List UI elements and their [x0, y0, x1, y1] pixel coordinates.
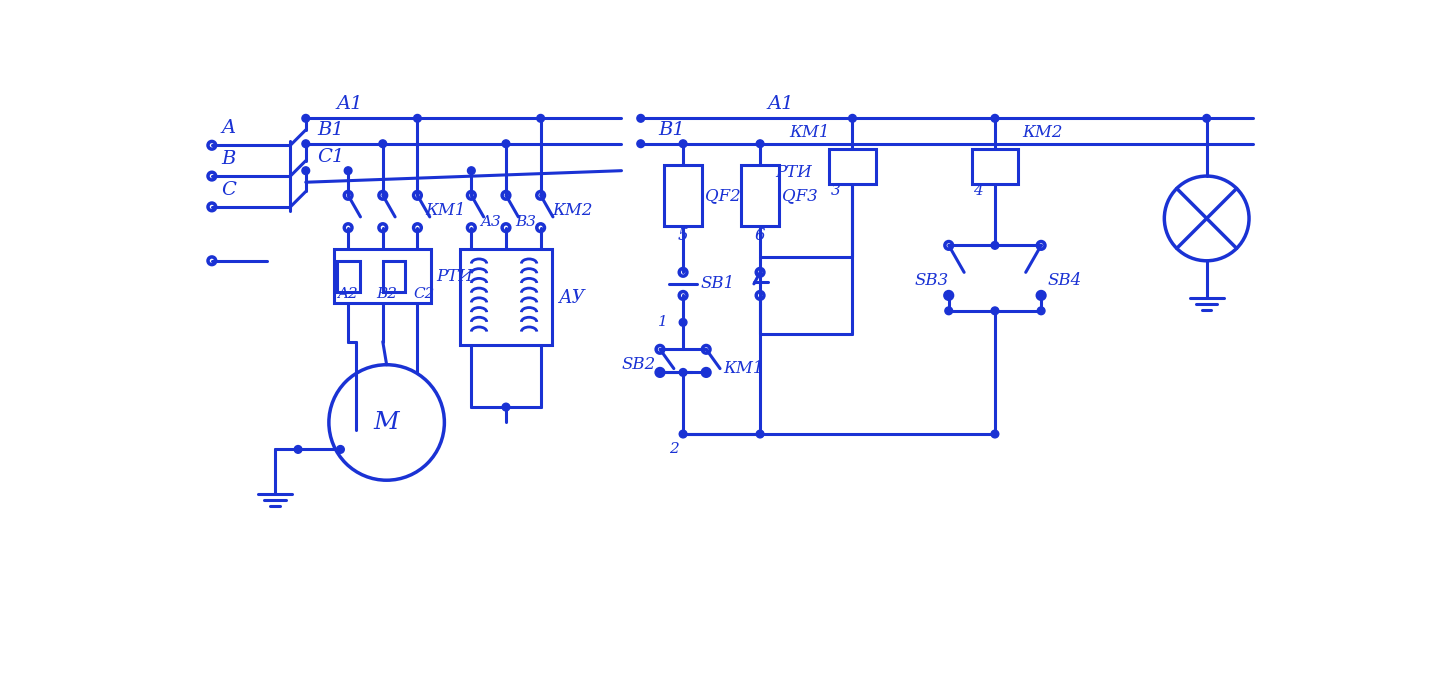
Circle shape	[679, 140, 687, 148]
Text: SB4: SB4	[1047, 271, 1081, 289]
Circle shape	[302, 167, 309, 174]
Circle shape	[756, 140, 763, 148]
Circle shape	[756, 430, 763, 438]
Circle shape	[637, 115, 644, 122]
Text: 5: 5	[677, 227, 689, 244]
Circle shape	[1037, 307, 1045, 315]
Circle shape	[1203, 115, 1210, 122]
Text: РТИ: РТИ	[437, 268, 474, 285]
Circle shape	[991, 241, 998, 250]
Text: A3: A3	[481, 216, 501, 229]
Circle shape	[503, 403, 510, 411]
Circle shape	[656, 369, 664, 376]
Circle shape	[991, 307, 998, 315]
Circle shape	[679, 319, 687, 326]
Text: SB1: SB1	[700, 275, 735, 292]
Text: A1: A1	[337, 96, 364, 113]
Circle shape	[849, 115, 856, 122]
Circle shape	[302, 115, 309, 122]
Bar	[334, 250, 431, 303]
Text: B1: B1	[659, 121, 684, 139]
Text: 3: 3	[831, 184, 841, 199]
Text: C: C	[221, 181, 236, 199]
Text: АУ: АУ	[558, 289, 584, 306]
Circle shape	[945, 307, 952, 315]
Circle shape	[414, 115, 421, 122]
Text: КМ2: КМ2	[1022, 123, 1063, 140]
Bar	[460, 250, 553, 346]
Circle shape	[294, 445, 302, 454]
Circle shape	[1037, 292, 1045, 299]
Bar	[972, 149, 1018, 184]
Text: КМ1: КМ1	[723, 360, 763, 377]
Text: B: B	[221, 150, 235, 168]
Text: QF3: QF3	[782, 187, 818, 204]
Text: М: М	[374, 411, 400, 434]
Circle shape	[379, 140, 387, 148]
Text: A1: A1	[768, 96, 795, 113]
Text: КМ2: КМ2	[553, 202, 593, 219]
Circle shape	[679, 369, 687, 376]
Text: 4: 4	[974, 184, 984, 199]
Text: РТИ: РТИ	[776, 163, 812, 181]
Text: КМ1: КМ1	[789, 123, 829, 140]
Circle shape	[467, 167, 475, 174]
Bar	[829, 149, 875, 184]
Circle shape	[344, 167, 352, 174]
Circle shape	[503, 140, 510, 148]
Text: 6: 6	[755, 227, 765, 244]
Circle shape	[991, 430, 998, 438]
Bar	[382, 261, 405, 292]
Circle shape	[302, 140, 309, 148]
Circle shape	[679, 430, 687, 438]
Text: 2: 2	[669, 443, 679, 456]
Bar	[740, 165, 779, 226]
Text: 1: 1	[657, 315, 667, 330]
Text: КМ1: КМ1	[425, 202, 465, 219]
Circle shape	[637, 140, 644, 148]
Circle shape	[702, 369, 710, 376]
Circle shape	[945, 292, 952, 299]
Text: B1: B1	[318, 121, 344, 139]
Circle shape	[337, 445, 344, 454]
Bar	[664, 165, 702, 226]
Circle shape	[537, 115, 544, 122]
Text: A: A	[221, 119, 235, 138]
Text: A2: A2	[338, 287, 358, 301]
Text: SB3: SB3	[914, 271, 948, 289]
Text: B2: B2	[377, 287, 398, 301]
Circle shape	[991, 115, 998, 122]
Text: C2: C2	[414, 287, 435, 301]
Text: QF2: QF2	[705, 187, 740, 204]
Text: SB2: SB2	[621, 356, 656, 373]
Bar	[338, 261, 359, 292]
Text: C1: C1	[318, 148, 345, 166]
Text: B3: B3	[516, 216, 536, 229]
